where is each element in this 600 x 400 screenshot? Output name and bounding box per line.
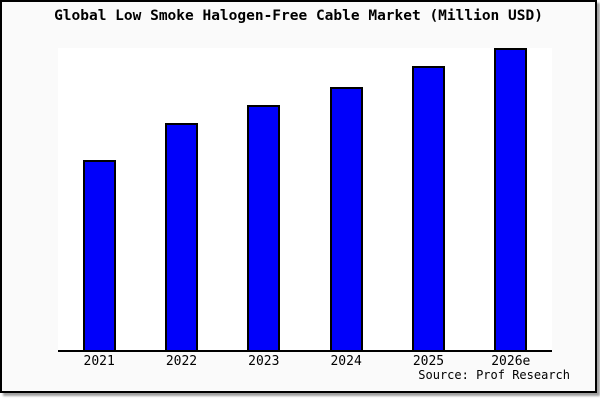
bar-2023	[247, 105, 281, 350]
x-tick-label-2021: 2021	[83, 354, 115, 369]
chart-window: Global Low Smoke Halogen-Free Cable Mark…	[0, 0, 597, 393]
x-tick-label-2022: 2022	[165, 354, 198, 369]
bar-2024	[329, 87, 363, 350]
bar-slot-2025	[387, 48, 469, 350]
bar-slot-2026e	[470, 48, 552, 350]
bar-2025	[411, 66, 445, 350]
x-tick-label-2023: 2023	[248, 354, 280, 369]
bar-slot-2024	[305, 48, 387, 350]
bar-slot-2023	[223, 48, 305, 350]
bar-slot-2022	[140, 48, 222, 350]
bar-slot-2021	[58, 48, 140, 350]
x-tick-label-2026e: 2026e	[491, 354, 531, 369]
bar-2022	[164, 123, 198, 350]
x-tick-label-2025: 2025	[412, 354, 445, 369]
plot-area	[58, 48, 552, 352]
bar-2021	[82, 160, 116, 350]
x-axis-labels: 2021 2022 2023 2024 2025 2026e	[58, 354, 552, 369]
bar-2026e	[494, 48, 528, 350]
source-caption: Source: Prof Research	[418, 368, 570, 382]
x-tick-label-2024: 2024	[330, 354, 362, 369]
chart-title: Global Low Smoke Halogen-Free Cable Mark…	[54, 8, 543, 24]
